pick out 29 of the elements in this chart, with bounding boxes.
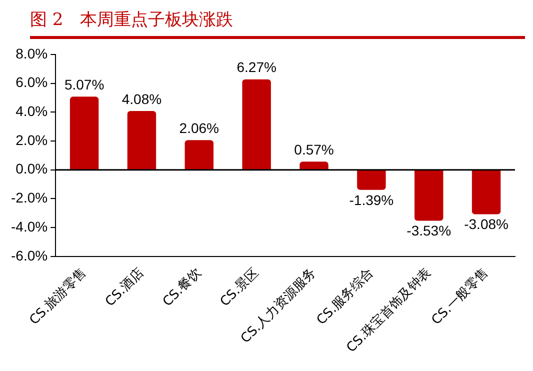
bar <box>242 79 271 170</box>
y-tick-label: -2.0% <box>10 190 48 206</box>
chart-title: 图 2 本周重点子板块涨跌 <box>29 9 234 32</box>
data-label: -3.08% <box>464 216 508 232</box>
y-tick-label: 6.0% <box>16 74 48 90</box>
data-label: 4.08% <box>122 90 162 107</box>
y-tick-label: -6.0% <box>10 247 48 264</box>
y-tick-label: 2.0% <box>16 132 48 148</box>
y-tick-label: 8.0% <box>16 45 48 62</box>
bar <box>414 170 444 221</box>
bar <box>300 162 328 170</box>
data-label: -3.53% <box>406 222 452 239</box>
x-tick-label: CS.旅游零售 <box>26 266 90 328</box>
bar <box>184 140 214 170</box>
x-tick-label: CS.景区 <box>218 266 262 310</box>
bar <box>472 170 501 214</box>
y-tick-label: 4.0% <box>16 102 48 119</box>
x-tick-label: CS.酒店 <box>102 264 147 310</box>
data-label: 5.07% <box>64 76 104 93</box>
y-tick-label: 0.0% <box>16 160 48 177</box>
data-label: -1.39% <box>349 192 394 208</box>
x-tick-label: CS.餐饮 <box>160 266 204 310</box>
y-tick-label: -4.0% <box>10 218 48 234</box>
bar <box>357 170 386 190</box>
bar <box>127 110 156 170</box>
data-label: 2.06% <box>179 120 219 136</box>
data-label: 0.57% <box>294 141 334 158</box>
bar <box>70 96 99 170</box>
data-label: 6.27% <box>236 59 276 76</box>
